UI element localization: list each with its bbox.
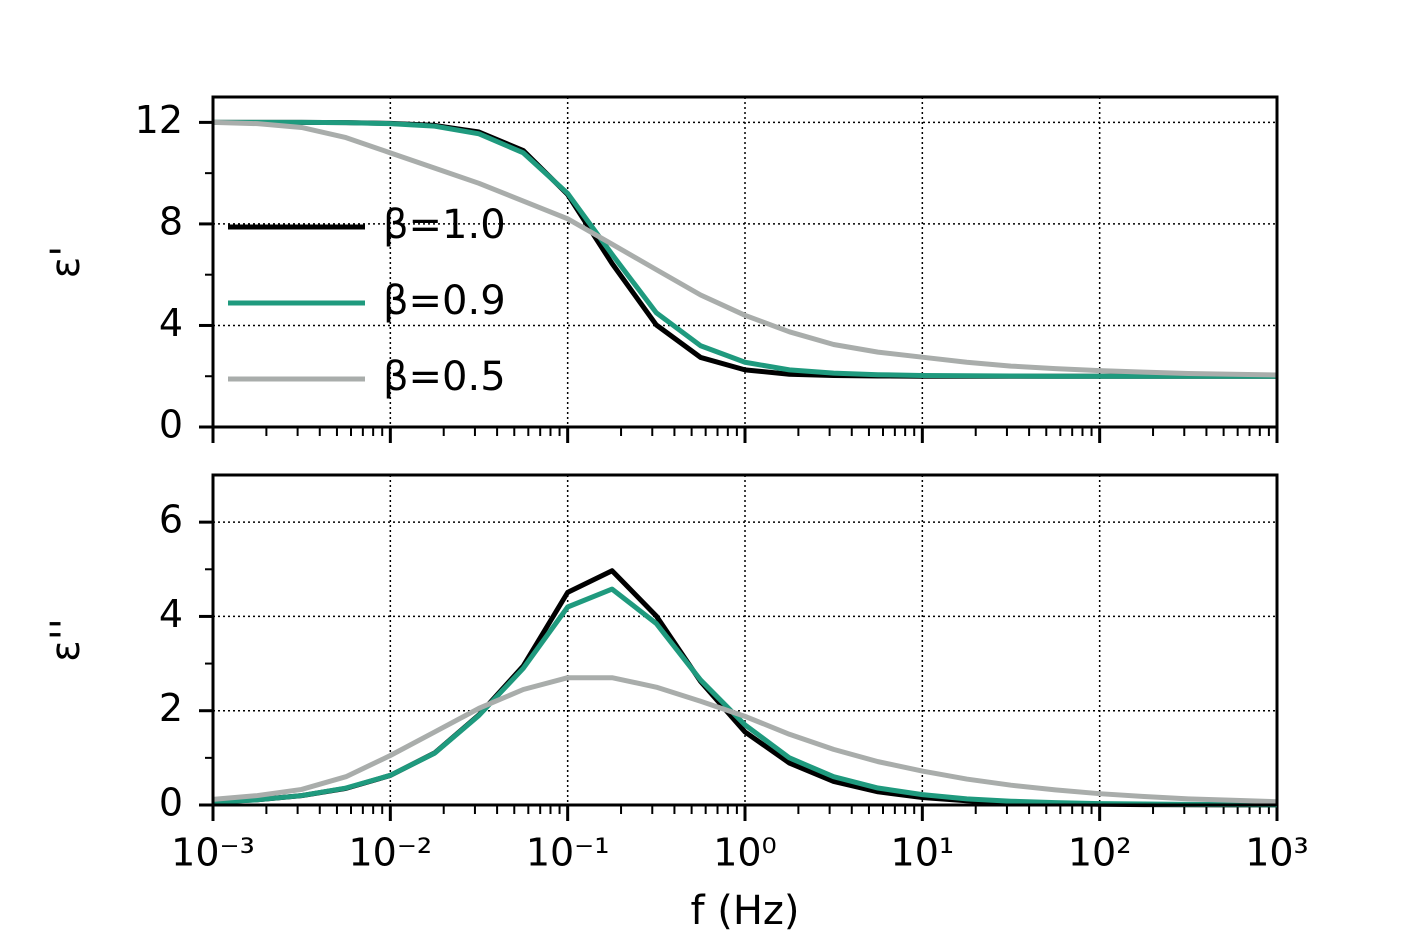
plot-frame — [211, 95, 1279, 429]
y-tick-label: 6 — [159, 498, 183, 542]
y-tick-label: 0 — [159, 403, 183, 447]
y-tick-label: 8 — [159, 199, 183, 243]
plot-frame — [211, 473, 1279, 807]
x-tick-label: 10² — [1068, 831, 1132, 875]
y-tick-label: 4 — [159, 592, 183, 636]
series-line — [212, 119, 1278, 378]
x-axis-label: f (Hz) — [690, 888, 799, 934]
y-tick-label: 4 — [159, 301, 183, 345]
legend-label: β=1.0 — [383, 202, 506, 248]
y-tick-label: 0 — [159, 781, 183, 825]
legend-label: β=0.5 — [383, 354, 506, 400]
x-tick-label: 10⁻² — [349, 831, 433, 875]
x-tick-label: 10¹ — [891, 831, 955, 875]
y-tick-label: 2 — [159, 686, 183, 730]
x-tick-label: 10⁻³ — [171, 831, 255, 875]
x-tick-label: 10³ — [1245, 831, 1309, 875]
series-line — [213, 119, 1277, 379]
series-line — [212, 675, 1278, 805]
legend-label: β=0.9 — [383, 278, 506, 324]
y-axis-label: ε' — [43, 246, 89, 279]
x-tick-label: 10⁰ — [713, 831, 777, 875]
x-tick-label: 10⁻¹ — [526, 831, 610, 875]
y-axis-label: ε'' — [43, 618, 89, 662]
y-tick-label: 12 — [135, 98, 183, 142]
